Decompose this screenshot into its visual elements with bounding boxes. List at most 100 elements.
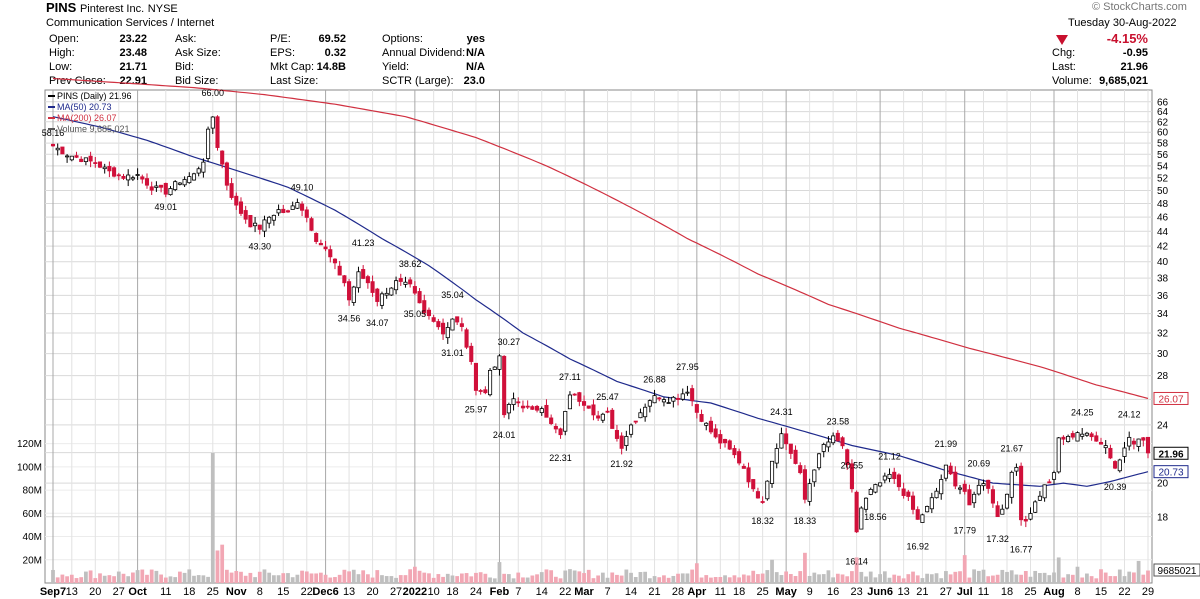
volume-bar xyxy=(365,574,370,583)
volume-bar xyxy=(328,577,333,583)
candle-down xyxy=(1019,465,1024,521)
volume-bar xyxy=(539,572,544,583)
volume-bar xyxy=(784,571,789,583)
price-annotation: 35.04 xyxy=(441,290,464,300)
candle-down xyxy=(60,146,65,155)
price-tick-label: 64 xyxy=(1157,107,1169,118)
price-tick-label: 20 xyxy=(1157,479,1169,490)
volume-bar xyxy=(1052,572,1056,583)
volume-bar xyxy=(803,552,807,583)
candle-down xyxy=(582,401,587,406)
price-tag-label: 21.96 xyxy=(1158,449,1183,460)
volume-bar xyxy=(1066,574,1070,583)
candle-up xyxy=(403,281,408,285)
candle-up xyxy=(887,473,892,479)
price-tick-label: 56 xyxy=(1157,150,1169,161)
volume-bar xyxy=(727,577,732,583)
volume-bar xyxy=(586,569,591,583)
candle-down xyxy=(755,491,760,499)
volume-bar xyxy=(375,570,380,583)
volume-bar xyxy=(582,573,586,583)
volume-bar xyxy=(239,571,243,583)
ask-size-label: Ask Size: xyxy=(175,47,221,59)
candle-up xyxy=(821,444,826,452)
candle-up xyxy=(925,506,930,513)
x-tick-label: Feb xyxy=(490,586,510,598)
volume-bar xyxy=(347,571,351,583)
candle-up xyxy=(647,400,652,407)
volume-bar xyxy=(436,574,441,583)
volume-bar xyxy=(1042,572,1047,583)
volume-bar xyxy=(991,575,995,583)
volume-bar xyxy=(934,573,939,583)
candle-down xyxy=(116,174,121,177)
candle-up xyxy=(168,188,173,196)
x-tick-label: 7 xyxy=(515,586,521,598)
volume-bar xyxy=(1075,566,1080,583)
price-tick-label: 18 xyxy=(1157,512,1169,523)
candle-down xyxy=(760,501,765,503)
candle-up xyxy=(638,412,643,419)
candle-down xyxy=(285,210,291,213)
candle-down xyxy=(398,278,403,282)
candle-up xyxy=(779,433,784,449)
volume-bar xyxy=(690,569,695,583)
price-annotation: 49.01 xyxy=(155,202,178,212)
yield-value: N/A xyxy=(466,61,485,73)
x-tick-label: 14 xyxy=(625,586,637,598)
x-tick-label: 13 xyxy=(66,586,78,598)
candle-up xyxy=(295,202,300,209)
volume-bar xyxy=(831,577,836,583)
candle-up xyxy=(868,488,873,495)
volume-bar xyxy=(403,575,408,583)
x-tick-label: 22 xyxy=(559,586,571,598)
candle-down xyxy=(97,161,103,168)
volume-bar xyxy=(793,576,798,583)
volume-tick-label: 80M xyxy=(23,486,42,497)
volume-bar xyxy=(272,575,276,583)
candle-up xyxy=(882,475,887,481)
candle-down xyxy=(502,355,507,416)
price-annotation: 20.69 xyxy=(968,458,991,468)
x-tick-label: 27 xyxy=(390,586,402,598)
x-tick-label: 27 xyxy=(113,586,125,598)
volume-bar xyxy=(718,576,723,583)
volume-bar xyxy=(511,578,516,583)
volume-tick-label: 40M xyxy=(23,532,42,543)
candle-down xyxy=(459,323,464,327)
candle-down xyxy=(798,465,803,474)
open-value: 23.22 xyxy=(119,33,147,45)
candle-down xyxy=(370,281,375,293)
candle-down xyxy=(455,316,460,323)
x-tick-label: 15 xyxy=(1095,586,1107,598)
volume-bar xyxy=(882,571,887,583)
x-tick-label: 18 xyxy=(446,586,458,598)
volume-bar xyxy=(253,577,257,583)
candle-down xyxy=(520,405,526,409)
candle-down xyxy=(990,489,995,504)
sctr-label: SCTR (Large): xyxy=(382,75,454,87)
volume-bar xyxy=(709,577,713,583)
volume-bar xyxy=(389,576,394,583)
bid-size-label: Bid Size: xyxy=(175,75,219,87)
volume-bar xyxy=(911,571,915,583)
candle-down xyxy=(478,390,483,392)
legend-entry: PINS (Daily) 21.96 xyxy=(57,91,132,101)
volume-bar xyxy=(525,577,530,583)
volume-bar xyxy=(967,577,972,583)
volume-bar xyxy=(474,572,478,583)
candle-down xyxy=(605,410,610,413)
candle-up xyxy=(351,286,356,303)
volume-bar xyxy=(676,573,680,583)
volume-bar xyxy=(558,578,563,583)
candle-up xyxy=(671,396,676,402)
volume-bar xyxy=(835,573,840,583)
candle-up xyxy=(488,369,493,396)
volume-bar xyxy=(976,570,981,583)
volume-bar xyxy=(417,570,422,583)
volume-bar xyxy=(196,575,201,583)
volume-bar xyxy=(671,575,676,583)
candle-up xyxy=(1033,501,1038,513)
volume-bar xyxy=(859,571,864,583)
